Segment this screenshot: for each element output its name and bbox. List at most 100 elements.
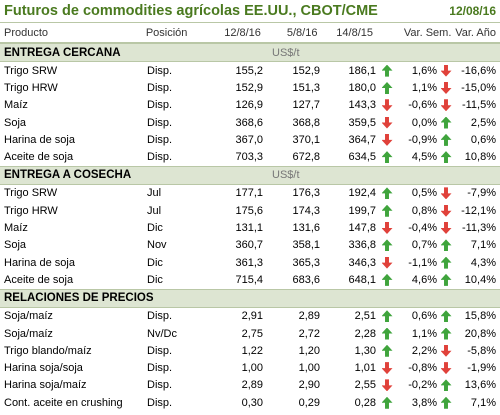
producto-cell: Trigo SRW <box>4 64 58 77</box>
year-arrow-cell <box>437 64 455 77</box>
week-arrow-cell <box>376 327 398 340</box>
posicion-cell: Disp. <box>147 344 173 357</box>
column-header-producto: Producto <box>4 26 49 39</box>
producto-cell: Maíz <box>4 222 28 235</box>
var-ano-cell: 15,8% <box>464 310 496 323</box>
arrow-up-icon <box>440 273 452 286</box>
table-row: Soja Disp. 368,6 368,8 359,5 0,0% 2,5% <box>0 114 500 131</box>
arrow-up-icon <box>381 204 393 217</box>
arrow-down-icon <box>381 99 393 112</box>
column-header-var-sem: Var. Sem. <box>403 26 452 39</box>
posicion-cell: Disp. <box>147 379 173 392</box>
table-row: Soja/maíz Nv/Dc 2,75 2,72 2,28 1,1% 20,8% <box>0 325 500 342</box>
price-12-8-16-cell: 155,2 <box>235 64 263 77</box>
var-sem-cell: 4,5% <box>411 151 437 164</box>
arrow-down-icon <box>440 64 452 77</box>
table-row: Maíz Disp. 126,9 127,7 143,3 -0,6% -11,5% <box>0 97 500 114</box>
arrow-down-icon <box>440 204 452 217</box>
var-sem-cell: -0,2% <box>408 379 437 392</box>
year-arrow-cell <box>437 99 455 112</box>
posicion-cell: Disp. <box>147 362 173 375</box>
producto-cell: Trigo HRW <box>4 204 58 217</box>
price-12-8-16-cell: 715,4 <box>235 273 263 286</box>
var-sem-cell: -0,4% <box>408 222 437 235</box>
producto-cell: Harina de soja <box>4 256 75 269</box>
price-5-8-16-cell: 127,7 <box>292 99 320 112</box>
posicion-cell: Jul <box>147 204 162 217</box>
var-sem-cell: 1,6% <box>411 64 437 77</box>
column-header-row: Producto Posición 12/8/16 5/8/16 14/8/15… <box>0 22 500 43</box>
var-ano-cell: -5,8% <box>467 344 496 357</box>
week-arrow-cell <box>376 362 398 375</box>
table-row: Aceite de soja Disp. 703,3 672,8 634,5 4,5% 10… <box>0 148 500 165</box>
arrow-down-icon <box>381 256 393 269</box>
arrow-up-icon <box>381 151 393 164</box>
price-12-8-16-cell: 2,89 <box>241 379 263 392</box>
year-arrow-cell <box>437 310 455 323</box>
producto-cell: Trigo SRW <box>4 187 58 200</box>
week-arrow-cell <box>376 133 398 146</box>
arrow-up-icon <box>440 310 452 323</box>
price-5-8-16-cell: 176,3 <box>292 187 320 200</box>
price-14-8-15-cell: 1,30 <box>354 344 376 357</box>
price-12-8-16-cell: 152,9 <box>235 81 263 94</box>
producto-cell: Soja/maíz <box>4 310 53 323</box>
section-header: RELACIONES DE PRECIOS <box>0 288 500 308</box>
var-sem-cell: 0,0% <box>411 116 437 129</box>
price-5-8-16-cell: 0,29 <box>298 396 320 409</box>
arrow-up-icon <box>381 310 393 323</box>
posicion-cell: Nv/Dc <box>147 327 177 340</box>
section-title: ENTREGA CERCANA <box>4 46 121 59</box>
arrow-down-icon <box>440 99 452 112</box>
arrow-down-icon <box>381 379 393 392</box>
week-arrow-cell <box>376 396 398 409</box>
arrow-up-icon <box>381 344 393 357</box>
var-ano-cell: -1,9% <box>467 362 496 375</box>
table-row: Aceite de soja Dic 715,4 683,6 648,1 4,6% 10,4… <box>0 271 500 288</box>
price-5-8-16-cell: 2,72 <box>298 327 320 340</box>
price-12-8-16-cell: 126,9 <box>235 99 263 112</box>
arrow-down-icon <box>381 362 393 375</box>
week-arrow-cell <box>376 204 398 217</box>
var-sem-cell: -1,1% <box>408 256 437 269</box>
price-14-8-15-cell: 180,0 <box>348 81 376 94</box>
posicion-cell: Disp. <box>147 133 173 146</box>
posicion-cell: Jul <box>147 187 162 200</box>
var-sem-cell: 2,2% <box>411 344 437 357</box>
price-12-8-16-cell: 131,1 <box>235 222 263 235</box>
year-arrow-cell <box>437 273 455 286</box>
producto-cell: Harina soja/maíz <box>4 379 87 392</box>
price-5-8-16-cell: 358,1 <box>292 239 320 252</box>
posicion-cell: Nov <box>147 239 167 252</box>
price-5-8-16-cell: 131,6 <box>292 222 320 235</box>
var-ano-cell: -11,3% <box>461 222 496 235</box>
week-arrow-cell <box>376 99 398 112</box>
var-ano-cell: -11,5% <box>461 99 496 112</box>
posicion-cell: Disp. <box>147 116 173 129</box>
posicion-cell: Dic <box>147 256 163 269</box>
price-14-8-15-cell: 634,5 <box>348 151 376 164</box>
title-bar: Futuros de commodities agrícolas EE.UU.,… <box>0 0 500 22</box>
posicion-cell: Dic <box>147 222 163 235</box>
price-12-8-16-cell: 2,75 <box>241 327 263 340</box>
arrow-up-icon <box>440 133 452 146</box>
producto-cell: Aceite de soja <box>4 273 74 286</box>
posicion-cell: Disp. <box>147 64 173 77</box>
section-unit: US$/t <box>272 169 300 182</box>
var-ano-cell: 4,3% <box>470 256 496 269</box>
price-14-8-15-cell: 364,7 <box>348 133 376 146</box>
year-arrow-cell <box>437 239 455 252</box>
week-arrow-cell <box>376 187 398 200</box>
week-arrow-cell <box>376 81 398 94</box>
arrow-up-icon <box>440 396 452 409</box>
week-arrow-cell <box>376 379 398 392</box>
var-ano-cell: 13,6% <box>464 379 496 392</box>
arrow-down-icon <box>440 362 452 375</box>
year-arrow-cell <box>437 379 455 392</box>
table-row: Harina de soja Disp. 367,0 370,1 364,7 -0,9% 0… <box>0 131 500 148</box>
week-arrow-cell <box>376 151 398 164</box>
price-5-8-16-cell: 672,8 <box>292 151 320 164</box>
var-ano-cell: -15,0% <box>461 81 496 94</box>
week-arrow-cell <box>376 310 398 323</box>
posicion-cell: Disp. <box>147 310 173 323</box>
